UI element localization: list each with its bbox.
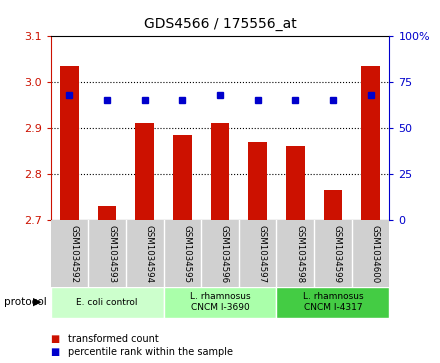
Text: E. coli control: E. coli control	[76, 298, 138, 307]
Text: transformed count: transformed count	[68, 334, 159, 344]
Bar	[136, 123, 154, 220]
Bar	[60, 66, 79, 220]
Bar	[361, 66, 380, 220]
Bar	[248, 142, 267, 220]
Bar	[276, 287, 389, 318]
Bar	[51, 287, 164, 318]
Text: GSM1034598: GSM1034598	[295, 225, 304, 283]
Text: GSM1034597: GSM1034597	[258, 225, 267, 283]
Text: GSM1034596: GSM1034596	[220, 225, 229, 283]
Bar	[323, 190, 342, 220]
Bar	[164, 287, 276, 318]
Bar	[98, 206, 117, 220]
Text: GSM1034592: GSM1034592	[70, 225, 78, 283]
Text: protocol: protocol	[4, 297, 47, 307]
Text: GSM1034595: GSM1034595	[182, 225, 191, 283]
Text: L. rhamnosus
CNCM I-3690: L. rhamnosus CNCM I-3690	[190, 293, 250, 312]
Bar	[173, 135, 192, 220]
Text: GSM1034594: GSM1034594	[145, 225, 154, 283]
Bar	[286, 146, 305, 220]
Text: GSM1034600: GSM1034600	[370, 225, 380, 283]
Text: ▶: ▶	[33, 297, 41, 307]
Text: ■: ■	[51, 334, 60, 344]
Text: GSM1034599: GSM1034599	[333, 225, 342, 283]
Bar	[211, 123, 229, 220]
Text: percentile rank within the sample: percentile rank within the sample	[68, 347, 233, 357]
Text: GSM1034593: GSM1034593	[107, 225, 116, 283]
Title: GDS4566 / 175556_at: GDS4566 / 175556_at	[143, 17, 297, 31]
Text: L. rhamnosus
CNCM I-4317: L. rhamnosus CNCM I-4317	[303, 293, 363, 312]
Text: ■: ■	[51, 347, 60, 357]
